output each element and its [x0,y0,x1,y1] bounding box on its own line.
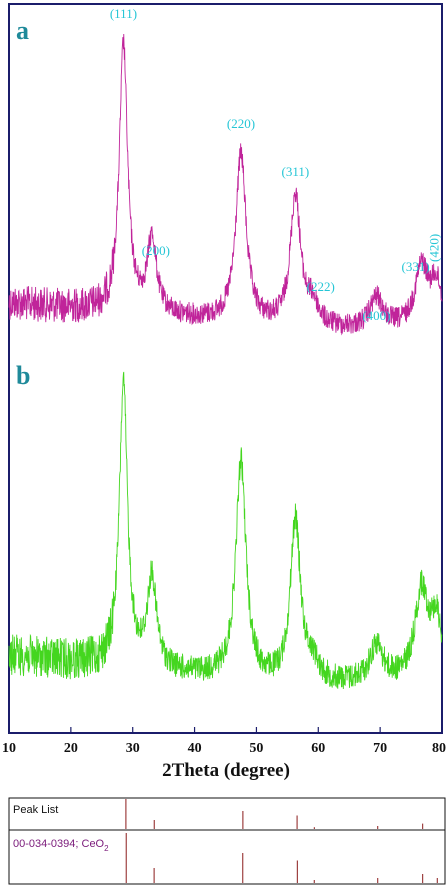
x-axis-title: 2Theta (degree) [162,760,290,781]
x-tick-label: 80 [432,741,446,756]
reference-label-card: 00-034-0394; CeO2 [13,838,109,853]
plot-frame [8,3,443,734]
peak-labels: a b (111) (200) (220) (311) (222) (400) (331)(42… [16,6,441,390]
peak-label: (311) [282,164,310,179]
reference-panel: Peak List 00-034-0394; CeO2 [8,797,446,885]
peak-label: (220) [227,116,255,131]
x-tick-label: 40 [188,741,202,756]
x-tick-label: 60 [311,741,325,756]
panel-label-a: a [16,16,29,45]
xrd-curves [8,33,443,690]
peak-label: (331) [402,259,430,274]
peak-label: (111) [110,6,137,21]
x-tick-label: 50 [249,741,263,756]
x-tick-label: 70 [373,741,387,756]
x-tick-label: 20 [64,741,78,756]
panel-label-b: b [16,361,30,390]
curve-a [8,33,443,336]
reference-box [8,797,446,885]
x-tick-label: 10 [2,741,16,756]
peak-label: (200) [142,243,170,258]
reference-label-peaklist: Peak List [13,804,58,816]
curve-b [8,371,443,690]
peak-label: (420) [426,234,441,262]
peak-label: (400) [362,308,390,323]
x-axis: 10 20 30 40 50 60 70 80 2Theta (degree) [2,727,446,781]
plot-border [8,3,443,734]
x-tick-label: 30 [126,741,140,756]
peak-label: (222) [307,279,335,294]
